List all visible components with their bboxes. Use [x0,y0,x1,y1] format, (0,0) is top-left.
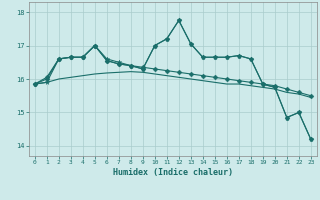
X-axis label: Humidex (Indice chaleur): Humidex (Indice chaleur) [113,168,233,177]
